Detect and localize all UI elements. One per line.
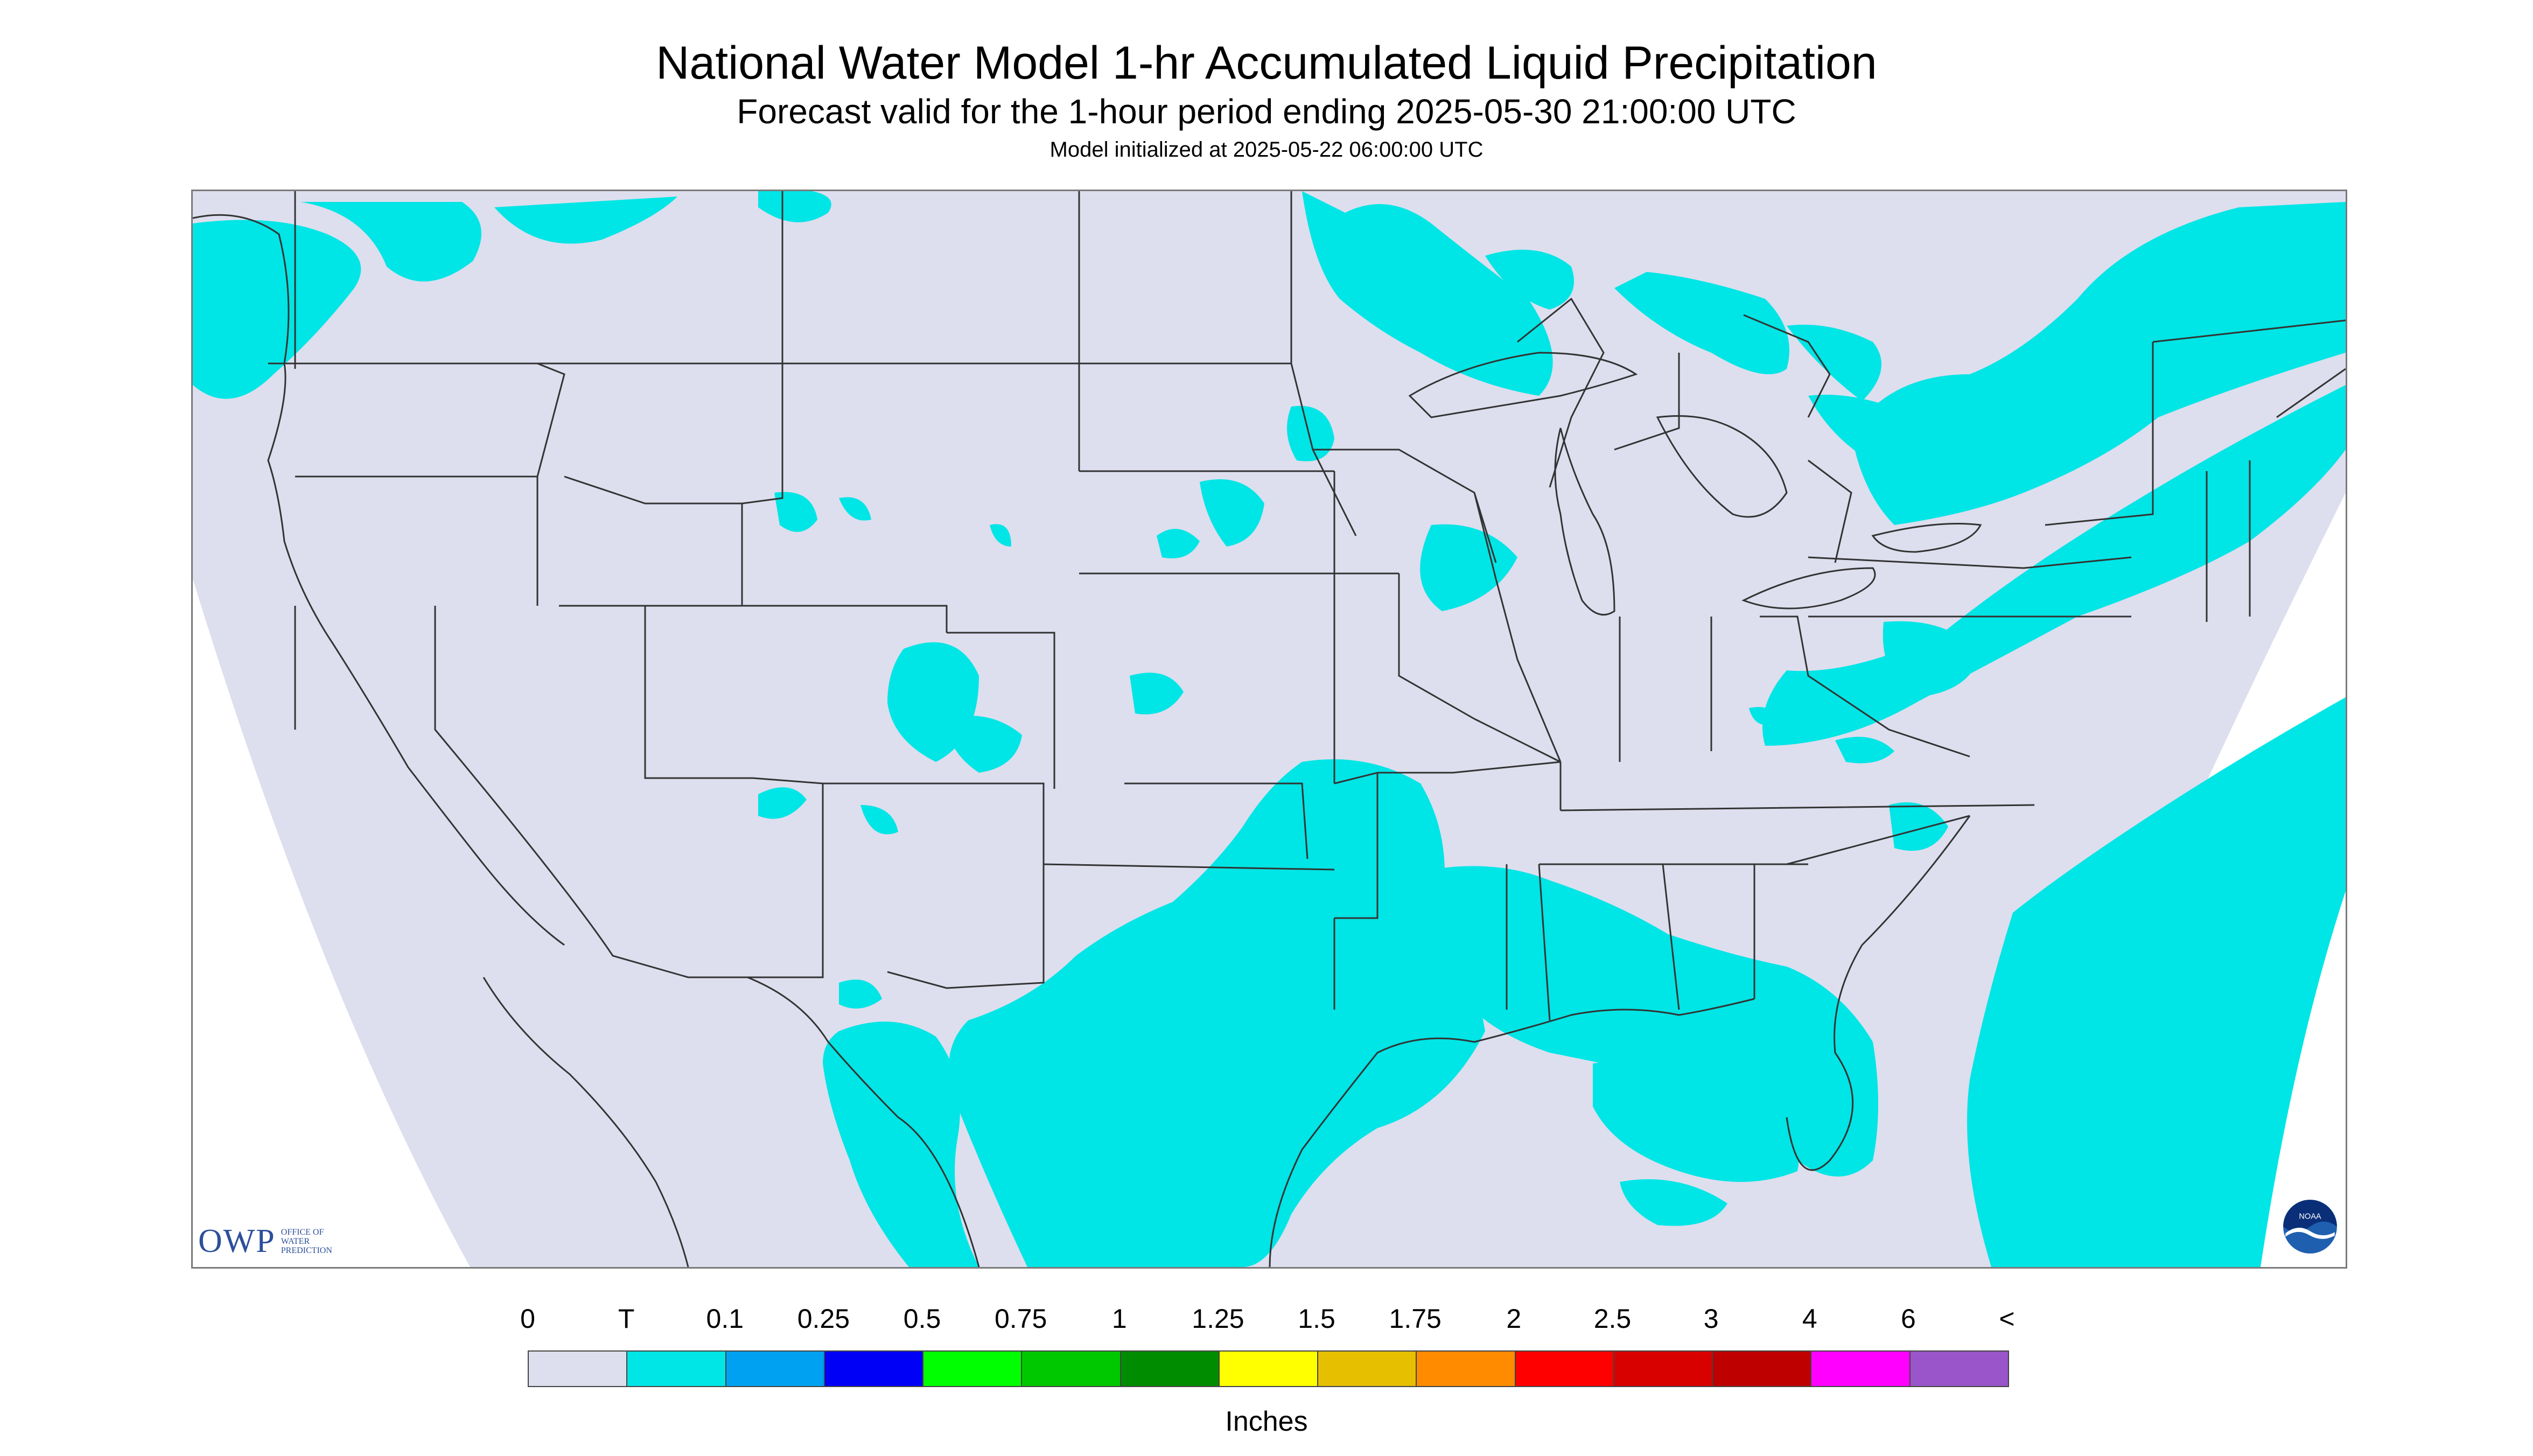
owp-logo-line: WATER [281, 1236, 310, 1246]
legend-tick-labels: 0 T 0.1 0.25 0.5 0.75 1 1.25 1.5 1.75 2 2.5 3 4 6 < [0, 1303, 2533, 1341]
trace-precip-areas [193, 191, 2346, 1267]
legend-units-label: Inches [1225, 1406, 1308, 1437]
owp-logo-line: PREDICTION [281, 1245, 332, 1255]
legend-swatch [1318, 1352, 1417, 1386]
legend-tick-label: 2.5 [1593, 1304, 1632, 1334]
legend-tick-label: 3 [1703, 1304, 1719, 1334]
legend-tick-label: 1.75 [1389, 1304, 1442, 1334]
great-lakes [1408, 352, 1982, 616]
owp-logo-line: OFFICE OF [281, 1227, 324, 1237]
forecast-valid-subtitle: Forecast valid for the 1-hour period end… [737, 92, 1796, 131]
legend-tick-label: 0 [520, 1304, 535, 1334]
noaa-logo-text: NOAA [2299, 1212, 2321, 1221]
legend-tick-label: < [1999, 1304, 2015, 1334]
legend-tick-label: 0.75 [994, 1304, 1047, 1334]
legend-tick-label: 1 [1111, 1304, 1127, 1334]
noaa-logo: NOAA [2283, 1200, 2337, 1254]
legend-swatch [726, 1352, 825, 1386]
legend-tick-label: 1.5 [1298, 1304, 1335, 1334]
map-canvas [193, 191, 2346, 1267]
legend-tick-label: 0.5 [903, 1304, 941, 1334]
state-boundaries [193, 191, 2346, 1267]
legend-tick-label: T [618, 1304, 635, 1334]
color-legend-bar [528, 1350, 2009, 1387]
legend-swatch [1515, 1352, 1614, 1386]
legend-swatch [1219, 1352, 1319, 1386]
legend-tick-label: 1.25 [1192, 1304, 1244, 1334]
legend-swatch [627, 1352, 726, 1386]
legend-swatch [529, 1352, 628, 1386]
owp-logo-text: OFFICE OF WATER PREDICTION [281, 1228, 332, 1255]
model-init-subtitle: Model initialized at 2025-05-22 06:00:00… [1049, 138, 1484, 162]
legend-swatch [1713, 1352, 1812, 1386]
legend-swatch [1022, 1352, 1121, 1386]
legend-swatch [923, 1352, 1023, 1386]
legend-swatch [1811, 1352, 1911, 1386]
legend-swatch [1910, 1352, 2008, 1386]
legend-swatch [824, 1352, 924, 1386]
precipitation-map [191, 190, 2347, 1269]
legend-tick-label: 0.1 [706, 1304, 744, 1334]
owp-logo-mark: OWP [198, 1222, 276, 1259]
legend-tick-label: 4 [1802, 1304, 1817, 1334]
legend-tick-label: 0.25 [797, 1304, 850, 1334]
owp-logo: OWP OFFICE OF WATER PREDICTION [198, 1222, 332, 1260]
legend-swatch [1417, 1352, 1516, 1386]
legend-swatch [1121, 1352, 1220, 1386]
legend-tick-label: 2 [1506, 1304, 1522, 1334]
legend-tick-label: 6 [1900, 1304, 1916, 1334]
legend-swatch [1614, 1352, 1713, 1386]
map-title: National Water Model 1-hr Accumulated Li… [656, 37, 1877, 89]
